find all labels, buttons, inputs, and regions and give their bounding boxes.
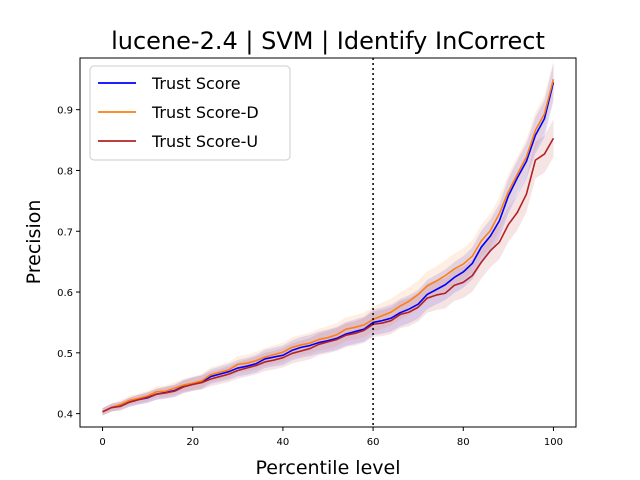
series-line-1 (102, 79, 555, 413)
plot-frame (79, 57, 577, 428)
legend: Trust Score Trust Score-D Trust Score-U (89, 65, 291, 161)
y-tick-label: 0.8 (57, 166, 73, 177)
y-tick-label: 0.6 (57, 288, 73, 299)
legend-label-2: Trust Score-U (151, 132, 258, 151)
chart-title: lucene-2.4 | SVM | Identify InCorrect (111, 27, 545, 55)
x-tick-label: 60 (367, 437, 380, 448)
series-band-1 (102, 60, 554, 416)
legend-box (89, 65, 291, 161)
x-tick-label: 80 (457, 437, 470, 448)
y-axis-label: Precision (23, 200, 45, 285)
y-tick-label: 0.9 (57, 106, 73, 117)
plot-area: 0 20 40 60 80 100 0.4 0.5 0.6 0.7 0.8 0.9 (57, 58, 563, 448)
series-line-2 (102, 137, 555, 413)
x-tick-label: 40 (277, 437, 290, 448)
series-band-0 (102, 63, 554, 416)
x-tick-label: 20 (186, 437, 199, 448)
y-tick-label: 0.5 (57, 349, 73, 360)
x-tick-label: 0 (99, 437, 105, 448)
x-axis-label: Percentile level (256, 457, 401, 479)
series-band-2 (102, 119, 554, 416)
legend-label-0: Trust Score (151, 74, 241, 93)
x-tick-label: 100 (544, 437, 563, 448)
legend-label-1: Trust Score-D (151, 103, 259, 122)
y-tick-label: 0.4 (57, 410, 73, 421)
y-tick-label: 0.7 (57, 227, 73, 238)
